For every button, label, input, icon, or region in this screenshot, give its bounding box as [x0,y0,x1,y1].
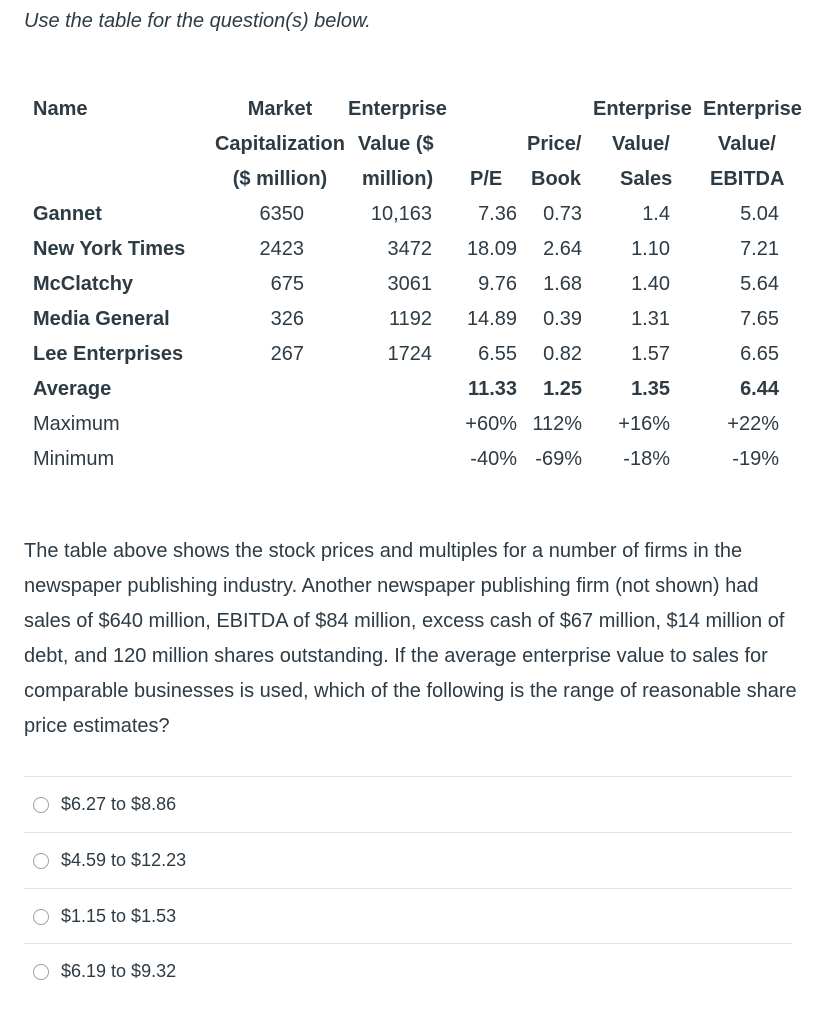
cell-pb: 2.64 [543,238,582,260]
cell-name: Gannet [33,203,102,225]
cell-name: Average [33,378,112,400]
cell-evsales: 1.40 [631,273,670,295]
answer-option-3[interactable]: $1.15 to $1.53 [24,889,792,944]
cell-pb: 1.68 [543,273,582,295]
header-evsales-1: Enterprise [593,98,692,120]
cell-evebitda: 5.04 [740,203,779,225]
cell-ev: 1724 [387,343,433,365]
header-evebitda-1: Enterprise [703,98,802,120]
header-evsales-3: Sales [620,168,673,190]
cell-evebitda: 7.21 [740,238,779,260]
cell-name: Media General [33,308,170,330]
cell-ev: 10,163 [370,203,432,225]
answer-option-1[interactable]: $6.27 to $8.86 [24,777,792,832]
cell-evsales: +16% [618,413,670,435]
cell-evsales: -18% [623,448,670,470]
question-text: The table above shows the stock prices a… [24,540,797,737]
option-divider [24,888,792,889]
header-evebitda-3: EBITDA [710,168,785,190]
cell-pb: 0.73 [543,203,582,225]
cell-pe: 14.89 [466,308,517,330]
cell-pe: 9.76 [478,273,517,295]
header-evsales-2: Value/ [612,133,670,155]
cell-pe: 7.36 [478,203,517,225]
cell-pe: -40% [470,448,517,470]
cell-pe: 18.09 [466,238,517,260]
cell-pb: 0.39 [543,308,582,330]
option-divider [24,776,792,777]
header-mktcap-1: Market [247,98,313,120]
header-pb-1: Price/ [527,133,582,155]
radio-button[interactable] [33,908,49,925]
cell-evebitda: 6.65 [740,343,779,365]
header-mktcap-2: Capitalization [214,133,345,155]
cell-mktcap: 6350 [259,203,305,225]
header-name: Name [33,98,88,120]
cell-name: Minimum [33,448,115,470]
cell-pb: 112% [532,413,582,435]
cell-evsales: 1.4 [642,203,670,225]
answer-option-2[interactable]: $4.59 to $12.23 [24,833,792,888]
answer-option-4[interactable]: $6.19 to $9.32 [24,944,792,999]
cell-evsales: 1.10 [631,238,670,260]
cell-name: Maximum [33,413,120,435]
option-label: $4.59 to $12.23 [61,850,187,870]
cell-mktcap: 675 [270,273,304,295]
cell-name: McClatchy [33,273,134,295]
header-evebitda-2: Value/ [718,133,776,155]
cell-name: Lee Enterprises [33,343,184,365]
cell-evebitda: +22% [727,413,779,435]
header-pe: P/E [470,168,503,190]
cell-mktcap: 267 [270,343,304,365]
cell-ev: 3061 [387,273,433,295]
cell-pb: 1.25 [543,378,582,400]
cell-pe: +60% [465,413,517,435]
header-pb-2: Book [531,168,581,190]
header-mktcap-3: ($ million) [232,168,328,190]
option-label: $1.15 to $1.53 [61,906,177,926]
cell-evsales: 1.31 [631,308,670,330]
cell-evsales: 1.35 [631,378,670,400]
cell-evebitda: 6.44 [740,378,779,400]
cell-pb: 0.82 [543,343,582,365]
cell-mktcap: 326 [270,308,304,330]
option-divider [24,943,792,944]
cell-evebitda: -19% [732,448,779,470]
cell-pe: 11.33 [468,378,517,400]
cell-name: New York Times [33,238,186,260]
cell-pe: 6.55 [478,343,517,365]
option-divider [24,832,792,833]
radio-button[interactable] [33,796,49,813]
option-label: $6.27 to $8.86 [61,794,177,814]
cell-evsales: 1.57 [631,343,670,365]
header-ev-2: Value ($ [358,133,434,155]
cell-mktcap: 2423 [259,238,305,260]
cell-ev: 3472 [387,238,433,260]
instruction-text: Use the table for the question(s) below. [24,10,371,32]
cell-evebitda: 7.65 [740,308,779,330]
option-label: $6.19 to $9.32 [61,961,177,981]
header-ev-3: million) [362,168,434,190]
cell-pb: -69% [535,448,582,470]
cell-evebitda: 5.64 [740,273,779,295]
header-ev-1: Enterprise [348,98,447,120]
cell-ev: 1192 [388,308,432,330]
radio-button[interactable] [33,963,49,980]
radio-button[interactable] [33,852,49,869]
